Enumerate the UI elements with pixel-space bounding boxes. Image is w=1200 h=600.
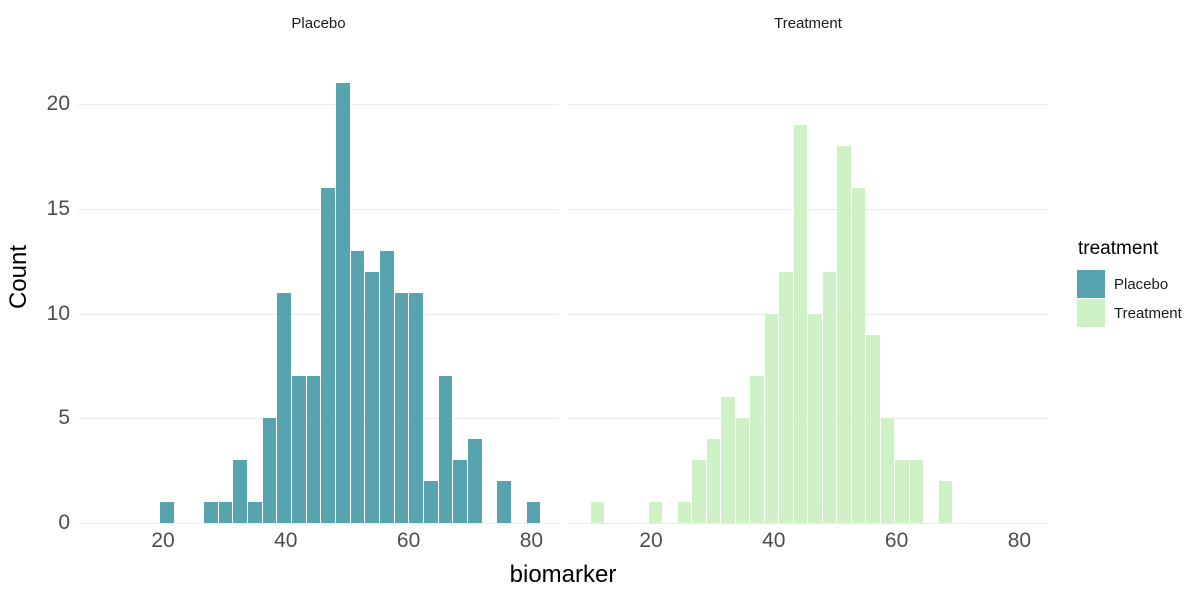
histogram-bar bbox=[880, 418, 895, 524]
facet-panel-placebo: 20 40 60 80 bbox=[78, 40, 559, 552]
histogram-bar bbox=[292, 376, 306, 524]
histogram-bar bbox=[706, 439, 721, 523]
histogram-bar bbox=[938, 481, 953, 523]
histogram-bar bbox=[159, 502, 174, 523]
y-tick-label: 0 bbox=[58, 511, 70, 534]
y-tick-label: 15 bbox=[46, 196, 70, 220]
facet-title-treatment: Treatment bbox=[774, 15, 842, 32]
histogram-bar bbox=[866, 334, 880, 523]
gridline-y-10 bbox=[568, 313, 1048, 315]
histogram-bar bbox=[590, 502, 605, 523]
histogram-bar bbox=[336, 83, 350, 523]
histogram-bar bbox=[277, 292, 291, 523]
gridline-y-0 bbox=[568, 523, 1048, 524]
histogram-bar bbox=[822, 271, 837, 523]
x-tick-label: 80 bbox=[1007, 529, 1032, 552]
x-tick-label: 40 bbox=[274, 529, 298, 552]
histogram-bar bbox=[438, 376, 453, 524]
histogram-bar bbox=[233, 460, 247, 523]
histogram-bar bbox=[365, 271, 380, 523]
legend-key-treatment: Treatment bbox=[1077, 299, 1197, 327]
histogram-bar bbox=[321, 187, 336, 523]
gridline-y-15 bbox=[568, 208, 1048, 210]
legend-label: Placebo bbox=[1114, 275, 1169, 293]
gridline-y-15 bbox=[78, 208, 559, 210]
y-axis-labels: 0 5 10 15 20 bbox=[0, 40, 70, 534]
facet-panel-treatment: 20 40 60 80 bbox=[568, 40, 1048, 552]
gridline-y-20 bbox=[78, 104, 559, 105]
legend-label: Treatment bbox=[1114, 304, 1182, 322]
x-axis-title: biomarker bbox=[509, 561, 617, 588]
legend-key-placebo: Placebo bbox=[1077, 270, 1197, 298]
gridline-y-20 bbox=[568, 104, 1048, 105]
legend: treatment Placebo Treatment bbox=[1077, 238, 1197, 328]
histogram-bar bbox=[764, 313, 779, 523]
gridline-y-5 bbox=[568, 418, 1048, 420]
histogram-bar bbox=[468, 439, 482, 523]
x-tick-label: 60 bbox=[884, 529, 909, 552]
histogram-bar bbox=[808, 313, 822, 523]
y-tick-label: 20 bbox=[46, 92, 70, 115]
legend-title: treatment bbox=[1078, 238, 1159, 259]
x-tick-label: 20 bbox=[639, 529, 663, 552]
histogram-bar bbox=[721, 397, 735, 523]
histogram-bar bbox=[750, 376, 764, 524]
histogram-bar bbox=[779, 271, 793, 523]
histogram-bar bbox=[394, 292, 409, 523]
histogram-bar bbox=[424, 481, 438, 523]
x-tick-label: 40 bbox=[762, 529, 786, 552]
histogram-bar bbox=[248, 502, 262, 523]
histogram-bar bbox=[453, 460, 468, 523]
x-tick-label: 60 bbox=[396, 529, 421, 552]
x-tick-label: 80 bbox=[519, 529, 544, 552]
histogram-bar bbox=[306, 376, 321, 524]
histogram-bar bbox=[895, 460, 909, 523]
facet-title-placebo: Placebo bbox=[291, 15, 346, 32]
histogram-bar bbox=[262, 418, 277, 524]
histogram-bar bbox=[526, 502, 541, 523]
histogram-bar bbox=[677, 502, 692, 523]
histogram-bar bbox=[497, 481, 512, 523]
legend-swatch-treatment bbox=[1077, 299, 1105, 327]
histogram-bar bbox=[204, 502, 218, 523]
gridline-y-10 bbox=[78, 313, 559, 315]
histogram-bar bbox=[648, 502, 663, 523]
legend-swatch-placebo bbox=[1077, 270, 1105, 298]
histogram-bar bbox=[409, 292, 424, 523]
histogram-bar bbox=[735, 418, 750, 524]
histogram-bar bbox=[909, 460, 924, 523]
legend-items: Placebo Treatment bbox=[1077, 270, 1197, 327]
gridline-y-0 bbox=[78, 523, 559, 524]
histogram-bar bbox=[218, 502, 233, 523]
histogram-bar bbox=[350, 250, 365, 523]
histogram-bar bbox=[851, 187, 866, 523]
y-tick-label: 5 bbox=[58, 406, 70, 430]
histogram-bar bbox=[380, 250, 394, 523]
histogram-bar bbox=[837, 145, 851, 523]
x-tick-label: 20 bbox=[151, 529, 175, 552]
histogram-bar bbox=[793, 124, 808, 523]
histogram-bar bbox=[692, 460, 706, 523]
y-tick-label: 10 bbox=[46, 301, 70, 325]
